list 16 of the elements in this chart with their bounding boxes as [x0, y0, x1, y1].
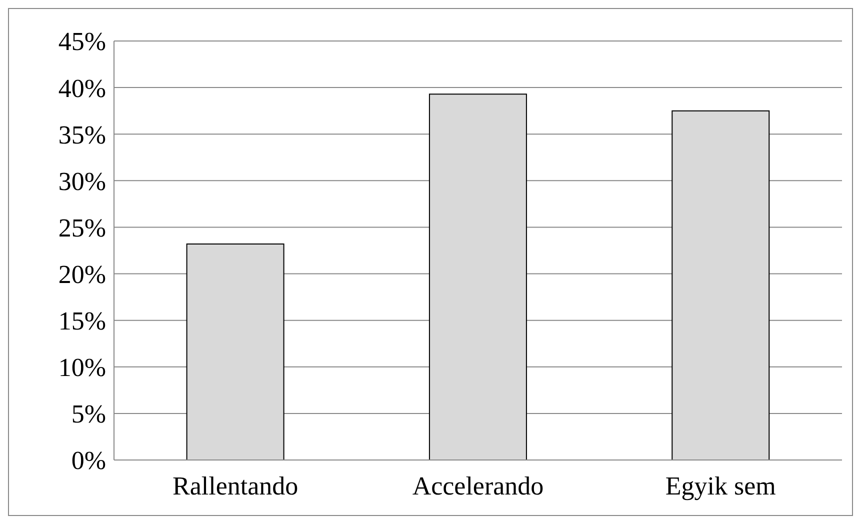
bar [428, 94, 527, 460]
y-tick-label: 25% [58, 213, 106, 242]
y-tick-label: 35% [58, 120, 106, 150]
y-tick-label: 10% [58, 353, 106, 382]
y-tick-label: 45% [58, 27, 106, 56]
x-tick-label: Accelerando [412, 471, 544, 500]
y-tick-label: 40% [58, 74, 106, 103]
x-tick-label: Rallentando [172, 471, 298, 500]
y-tick-label: 15% [58, 306, 106, 336]
y-tick-label: 20% [58, 260, 106, 290]
y-tick-label: 0% [71, 446, 106, 476]
bar [672, 110, 770, 460]
y-tick-label: 5% [71, 400, 106, 429]
bar [186, 243, 284, 460]
y-tick-label: 30% [58, 166, 106, 196]
x-tick-label: Egyik sem [665, 471, 776, 500]
